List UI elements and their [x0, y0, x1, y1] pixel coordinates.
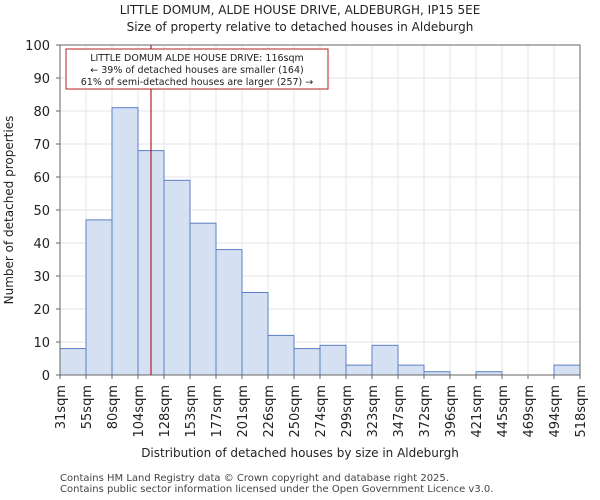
y-tick-label: 90 [33, 72, 50, 87]
y-tick-label: 40 [33, 237, 50, 252]
footer-line-2: Contains public sector information licen… [60, 484, 494, 495]
x-tick-label: 469sqm [522, 385, 537, 438]
bar-31sqm [59, 348, 87, 376]
chart-subtitle: Size of property relative to detached ho… [127, 20, 474, 34]
bar-250sqm [293, 348, 321, 376]
y-tick-label: 100 [25, 39, 50, 54]
x-tick-label: 445sqm [496, 385, 511, 438]
annotation-box: LITTLE DOMUM ALDE HOUSE DRIVE: 116sqm ← … [65, 48, 329, 90]
bar-177sqm [215, 249, 243, 376]
bar-201sqm [241, 292, 269, 376]
x-tick-label: 31sqm [54, 385, 69, 429]
bar-347sqm [397, 364, 425, 376]
y-tick-label: 70 [33, 138, 50, 153]
bar-153sqm [189, 222, 217, 376]
bar-55sqm [85, 219, 113, 376]
y-tick-label: 50 [33, 204, 50, 219]
x-tick-label: 80sqm [106, 385, 121, 429]
x-tick-label: 494sqm [548, 385, 563, 438]
x-tick-label: 55sqm [80, 385, 95, 429]
x-tick-label: 226sqm [262, 385, 277, 438]
x-tick-label: 323sqm [366, 385, 381, 438]
x-tick-label: 372sqm [418, 385, 433, 438]
x-axis-label: Distribution of detached houses by size … [141, 446, 459, 460]
y-axis: 0 10 20 30 40 50 60 70 80 90 100 [25, 39, 60, 384]
y-tick-label: 10 [33, 336, 50, 351]
x-tick-label: 518sqm [574, 385, 589, 438]
x-tick-label: 274sqm [314, 385, 329, 438]
x-tick-label: 153sqm [184, 385, 199, 438]
x-tick-label: 250sqm [288, 385, 303, 438]
y-tick-label: 0 [42, 369, 50, 384]
bar-323sqm [371, 344, 399, 376]
x-tick-label: 396sqm [444, 385, 459, 438]
x-tick-label: 421sqm [470, 385, 485, 438]
x-tick-label: 201sqm [236, 385, 251, 438]
bar-494sqm [553, 364, 581, 376]
y-tick-label: 60 [33, 171, 50, 186]
footer-line-1: Contains HM Land Registry data © Crown c… [60, 473, 449, 484]
annotation-line-2: ← 39% of detached houses are smaller (16… [90, 65, 303, 76]
bar-80sqm [111, 107, 139, 376]
x-tick-label: 299sqm [340, 385, 355, 438]
annotation-line-3: 61% of semi-detached houses are larger (… [81, 77, 314, 88]
x-axis: 31sqm 55sqm 80sqm 104sqm 128sqm 153sqm 177sqm 2… [54, 375, 589, 438]
y-axis-label: Number of detached properties [2, 116, 16, 305]
chart-title: LITTLE DOMUM, ALDE HOUSE DRIVE, ALDEBURG… [120, 3, 481, 17]
bar-299sqm [345, 364, 373, 376]
bar-274sqm [319, 344, 347, 376]
y-tick-label: 20 [33, 303, 50, 318]
x-tick-label: 128sqm [158, 385, 173, 438]
y-tick-label: 30 [33, 270, 50, 285]
x-tick-label: 104sqm [132, 385, 147, 438]
x-tick-label: 177sqm [210, 385, 225, 438]
bar-128sqm [163, 179, 191, 376]
x-tick-label: 347sqm [392, 385, 407, 438]
y-tick-label: 80 [33, 105, 50, 120]
bar-226sqm [267, 334, 295, 376]
annotation-line-1: LITTLE DOMUM ALDE HOUSE DRIVE: 116sqm [90, 53, 304, 64]
